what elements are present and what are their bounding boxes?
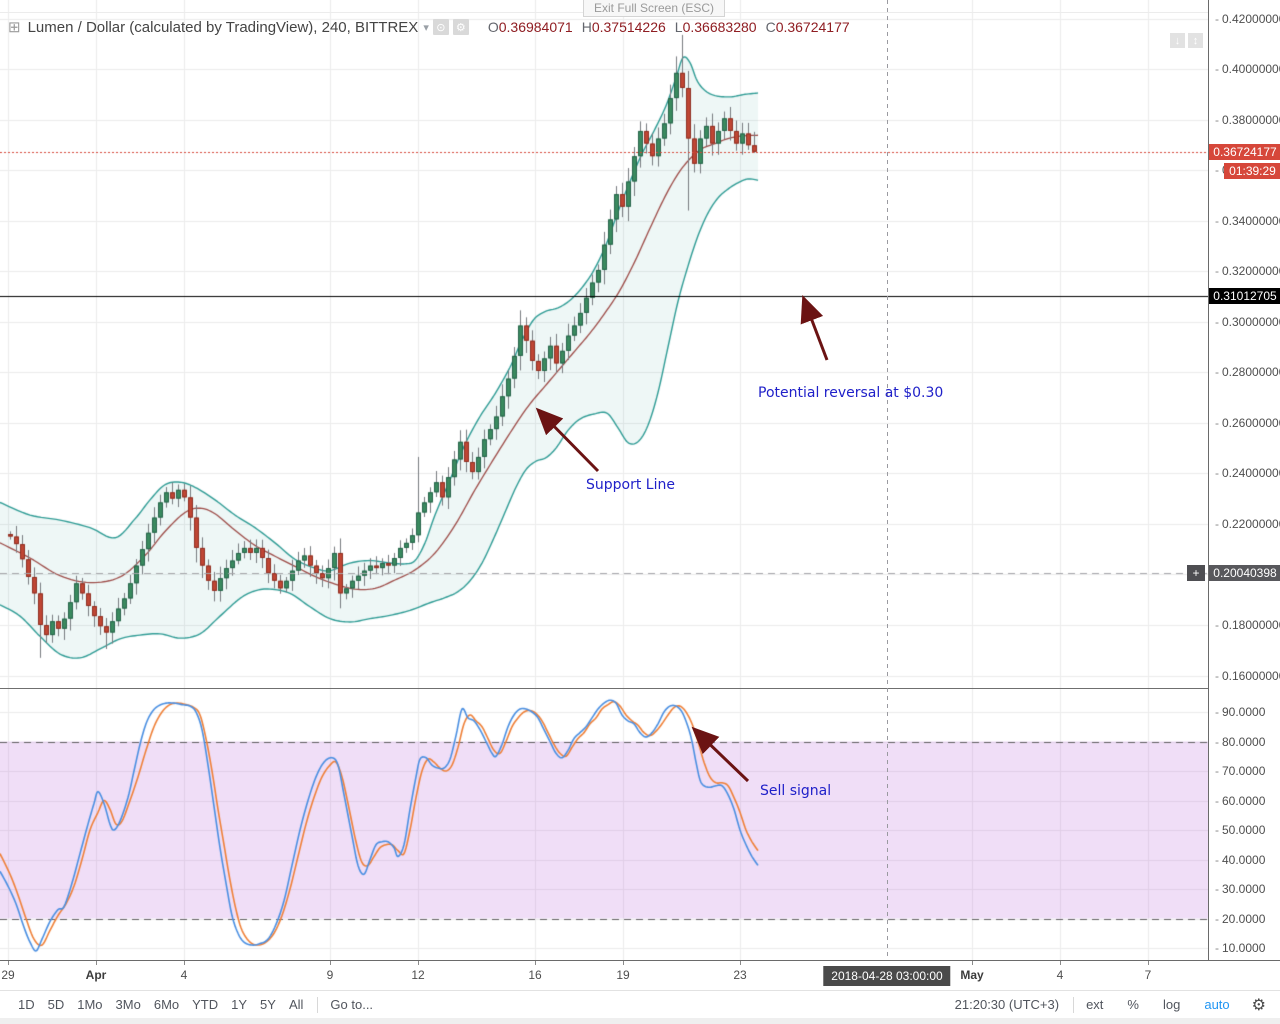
time-tick xyxy=(1148,961,1149,965)
toolbar-divider xyxy=(317,996,319,1013)
time-tick xyxy=(535,961,536,965)
range-button-1mo[interactable]: 1Mo xyxy=(77,997,103,1012)
annotation-text-1[interactable]: Potential reversal at $0.30 xyxy=(758,385,944,401)
price-tick: -0.18000000 xyxy=(1215,617,1280,632)
drawn_level-axis-label: 0.31012705 xyxy=(1209,288,1280,305)
ohlc-values: O0.36984071 H0.37514226 L0.36683280 C0.3672… xyxy=(479,19,850,35)
chevron-down-icon[interactable]: ▾ xyxy=(423,21,429,34)
bar-countdown-label: 01:39:29 xyxy=(1224,163,1280,180)
price-tick: -0.22000000 xyxy=(1215,516,1280,531)
annotation-text-2[interactable]: Support Line xyxy=(586,477,675,493)
stoch-tick: -10.0000 xyxy=(1215,941,1266,955)
price-tick: -0.32000000 xyxy=(1215,264,1280,279)
ohlc-o: O0.36984071 xyxy=(487,19,573,35)
time-tick xyxy=(330,961,331,965)
stoch-tick: -50.0000 xyxy=(1215,823,1266,837)
scale-reset-button[interactable]: ↕ xyxy=(1188,33,1203,48)
stochastic-pane-canvas[interactable] xyxy=(0,688,1208,960)
annotation-text-3[interactable]: Sell signal xyxy=(760,783,832,799)
bottom-toolbar: 1D 5D 1Mo 3Mo 6Mo YTD 1Y 5Y All Go to... 21:20:3… xyxy=(0,990,1280,1018)
price-tick: -0.24000000 xyxy=(1215,466,1280,481)
stoch-tick: -20.0000 xyxy=(1215,911,1266,926)
scale-buttons: ↓ ↕ xyxy=(1167,33,1203,48)
gear-icon[interactable]: ⚙ xyxy=(1251,995,1266,1014)
time-tick xyxy=(972,961,973,965)
goto-button[interactable]: Go to... xyxy=(330,997,374,1012)
price-tick: -0.38000000 xyxy=(1215,112,1280,127)
time-tick xyxy=(740,961,741,965)
price-tick: -0.42000000 xyxy=(1215,11,1280,26)
time-label: 29 xyxy=(1,968,15,982)
range-button-5d[interactable]: 5D xyxy=(47,997,65,1012)
time-label: 16 xyxy=(528,968,542,982)
expand-pane-icon[interactable]: ⊞ xyxy=(8,19,21,36)
range-buttons: 1D 5D 1Mo 3Mo 6Mo YTD 1Y 5Y All xyxy=(0,997,303,1012)
ohlc-l: L0.36683280 xyxy=(674,19,757,35)
price-tick: -0.26000000 xyxy=(1215,415,1280,430)
price-pane-canvas[interactable] xyxy=(0,0,1208,688)
time-tick xyxy=(96,961,97,965)
symbol-title[interactable]: Lumen / Dollar (calculated by TradingVie… xyxy=(27,18,419,36)
toolbar-divider-2 xyxy=(1073,996,1075,1013)
ohlc-c: C0.36724177 xyxy=(765,19,850,35)
time-label: 19 xyxy=(616,968,630,982)
crosshair-vertical-line xyxy=(887,0,888,960)
time-label: 4 xyxy=(180,968,188,982)
time-label: 9 xyxy=(326,968,334,982)
time-tick xyxy=(623,961,624,965)
indicator-settings-icon[interactable]: ⚙ xyxy=(452,19,469,35)
price-tick: -0.16000000 xyxy=(1215,668,1280,683)
range-button-ytd[interactable]: YTD xyxy=(192,997,219,1012)
time-label: 7 xyxy=(1144,968,1152,982)
price-tick: -0.40000000 xyxy=(1215,62,1280,77)
time-axis[interactable]: 29 Apr 4 9 12 16 19 23 May 4 7 2018-04-28 03:00:00 xyxy=(0,961,1280,989)
time-axis-border xyxy=(0,960,1280,961)
stoch-tick: -90.0000 xyxy=(1215,705,1266,719)
last_price-axis-label: 0.36724177 xyxy=(1209,143,1280,160)
auto-scale-toggle[interactable]: auto xyxy=(1204,997,1230,1012)
range-button-1d[interactable]: 1D xyxy=(18,997,35,1012)
percent-scale-toggle[interactable]: % xyxy=(1127,997,1139,1012)
time-label: 23 xyxy=(733,968,747,982)
fullscreen-tooltip: Exit Full Screen (ESC) xyxy=(583,0,726,17)
stoch-tick: -30.0000 xyxy=(1215,882,1266,896)
range-button-1y[interactable]: 1Y xyxy=(231,997,248,1012)
toolbar-right: 21:20:30 (UTC+3) ext % log auto ⚙ xyxy=(955,995,1266,1014)
stoch-tick: -60.0000 xyxy=(1215,793,1266,808)
stoch-tick: -40.0000 xyxy=(1215,852,1266,867)
time-tick xyxy=(184,961,185,965)
time-label: May xyxy=(960,968,984,982)
price-tick: -0.34000000 xyxy=(1215,213,1280,228)
stoch-tick: -80.0000 xyxy=(1215,734,1266,749)
bottom-strip xyxy=(0,1018,1280,1024)
indicator-visibility-icon[interactable]: ⊙ xyxy=(432,19,449,35)
time-tick xyxy=(8,961,9,965)
price-axis-border xyxy=(1208,0,1209,960)
range-button-5y[interactable]: 5Y xyxy=(260,997,276,1012)
price-tick: -0.28000000 xyxy=(1215,365,1280,380)
time-label: 4 xyxy=(1056,968,1064,982)
clock-label[interactable]: 21:20:30 (UTC+3) xyxy=(954,997,1060,1012)
alert_level-axis-label: 0.20040398 xyxy=(1209,565,1280,582)
ext-hours-toggle[interactable]: ext xyxy=(1086,997,1104,1012)
log-scale-toggle[interactable]: log xyxy=(1162,997,1181,1012)
chart-legend: ⊞ Lumen / Dollar (calculated by TradingV… xyxy=(8,17,850,37)
scale-down-button[interactable]: ↓ xyxy=(1170,33,1185,48)
range-button-6mo[interactable]: 6Mo xyxy=(153,997,180,1012)
range-button-3mo[interactable]: 3Mo xyxy=(115,997,141,1012)
ohlc-h: H0.37514226 xyxy=(581,19,666,35)
pane-separator[interactable] xyxy=(0,688,1208,689)
stoch-tick: -70.0000 xyxy=(1215,764,1266,778)
crosshair-date-tooltip: 2018-04-28 03:00:00 xyxy=(823,966,951,986)
time-label: 12 xyxy=(411,968,425,982)
time-tick xyxy=(418,961,419,965)
range-button-all[interactable]: All xyxy=(288,997,304,1012)
price-axis[interactable]: -0.42000000-0.40000000-0.38000000-0.3600… xyxy=(1187,0,1280,960)
price-tick: -0.30000000 xyxy=(1215,314,1280,329)
add-order-plus-button[interactable]: + xyxy=(1187,565,1205,582)
time-label: Apr xyxy=(85,968,107,982)
time-tick xyxy=(1060,961,1061,965)
